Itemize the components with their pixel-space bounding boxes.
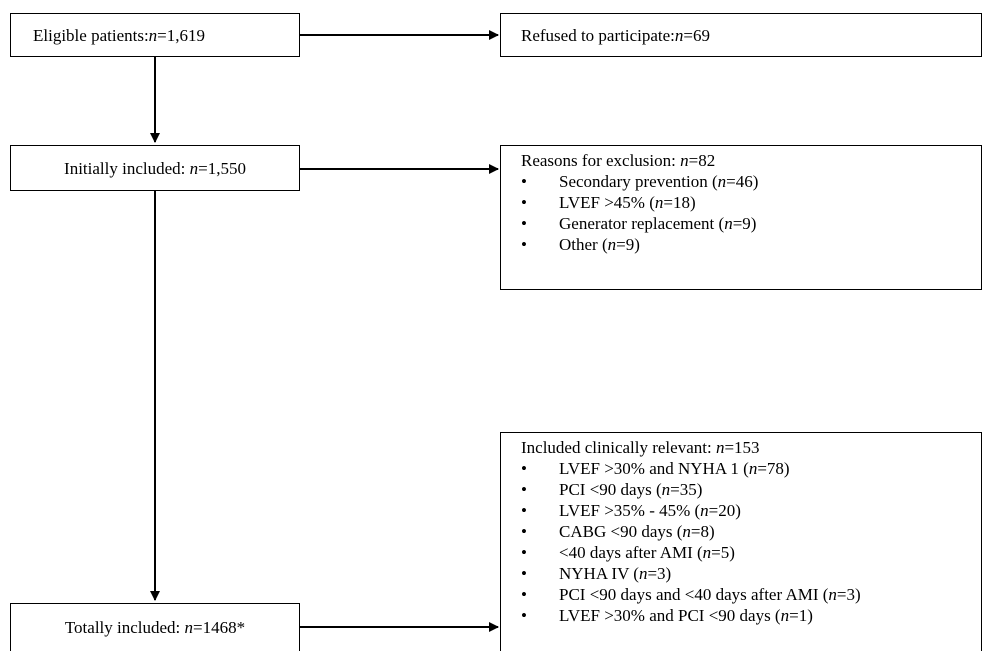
list-item: LVEF >30% and NYHA 1 (n=78) [521, 458, 971, 479]
list-item: PCI <90 days (n=35) [521, 479, 971, 500]
list-item: PCI <90 days and <40 days after AMI (n=3… [521, 584, 971, 605]
eligible-value: =1,619 [157, 25, 206, 45]
list-item: CABG <90 days (n=8) [521, 521, 971, 542]
eligible-patients-box: Eligible patients: n =1,619 [10, 13, 300, 57]
refused-n: n [674, 25, 684, 45]
initial-value: =1,550 [198, 158, 246, 178]
initial-n: n [189, 158, 199, 178]
list-item: LVEF >30% and PCI <90 days (n=1) [521, 605, 971, 626]
exclusion-list: Secondary prevention (n=46) LVEF >45% (n… [521, 171, 971, 255]
clinical-title: Included clinically relevant: n=153 [521, 438, 760, 457]
list-item: Generator replacement (n=9) [521, 213, 971, 234]
list-item: Secondary prevention (n=46) [521, 171, 971, 192]
total-n: n [184, 618, 194, 637]
list-item: LVEF >35% - 45% (n=20) [521, 500, 971, 521]
list-item: <40 days after AMI (n=5) [521, 542, 971, 563]
eligible-n: n [148, 25, 158, 45]
refused-box: Refused to participate: n =69 [500, 13, 982, 57]
refused-value: =69 [683, 25, 710, 45]
list-item: NYHA IV (n=3) [521, 563, 971, 584]
total-value: =1468* [193, 618, 246, 637]
list-item: Other (n=9) [521, 234, 971, 255]
initial-label: Initially included: [64, 158, 190, 178]
eligible-label: Eligible patients: [33, 25, 149, 45]
initially-included-box: Initially included: n=1,550 [10, 145, 300, 191]
list-item: LVEF >45% (n=18) [521, 192, 971, 213]
totally-included-box: Totally included: n=1468* [10, 603, 300, 651]
clinically-relevant-box: Included clinically relevant: n=153 LVEF… [500, 432, 982, 651]
refused-label: Refused to participate: [521, 25, 675, 45]
exclusion-title: Reasons for exclusion: n=82 [521, 151, 716, 170]
total-label: Totally included: [64, 618, 185, 637]
exclusion-box: Reasons for exclusion: n=82 Secondary pr… [500, 145, 982, 290]
clinical-list: LVEF >30% and NYHA 1 (n=78) PCI <90 days… [521, 458, 971, 626]
